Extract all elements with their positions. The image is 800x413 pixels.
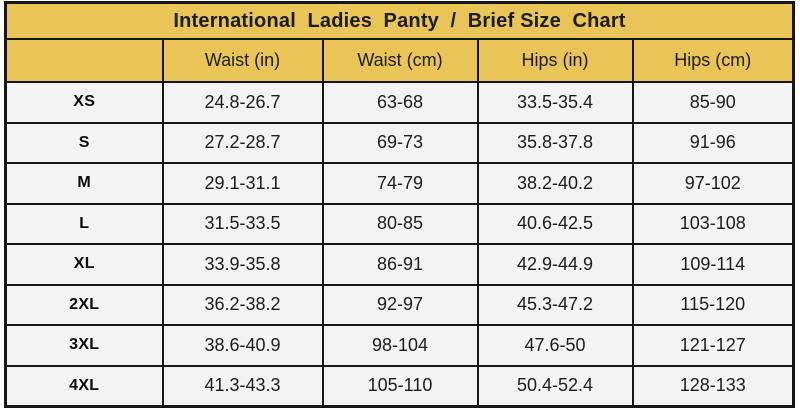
waist-cm-value: 63-68 (321, 81, 479, 124)
hips-in-value: 47.6-50 (476, 324, 634, 367)
size-label: XS (4, 81, 164, 124)
waist-cm-value: 98-104 (321, 324, 479, 367)
header-row: Waist (in) Waist (cm) Hips (in) Hips (cm… (4, 38, 795, 83)
hips-in-value: 35.8-37.8 (476, 121, 634, 164)
table-row-xs: XS 24.8-26.7 63-68 33.5-35.4 85-90 (4, 81, 795, 124)
size-label: S (4, 121, 164, 164)
size-label: L (4, 202, 164, 245)
waist-in-value: 29.1-31.1 (161, 162, 324, 205)
hips-in-value: 33.5-35.4 (476, 81, 634, 124)
table-row-3xl: 3XL 38.6-40.9 98-104 47.6-50 121-127 (4, 324, 795, 367)
size-label: 2XL (4, 283, 164, 326)
size-label: M (4, 162, 164, 205)
table-row-xl: XL 33.9-35.8 86-91 42.9-44.9 109-114 (4, 243, 795, 286)
waist-in-value: 41.3-43.3 (161, 364, 324, 408)
waist-in-value: 31.5-33.5 (161, 202, 324, 245)
hips-cm-value: 85-90 (631, 81, 795, 124)
table-row-l: L 31.5-33.5 80-85 40.6-42.5 103-108 (4, 202, 795, 245)
chart-title: International Ladies Panty / Brief Size … (4, 1, 795, 40)
waist-in-value: 33.9-35.8 (161, 243, 324, 286)
waist-cm-value: 74-79 (321, 162, 479, 205)
header-hips-cm: Hips (cm) (631, 38, 795, 83)
hips-cm-value: 103-108 (631, 202, 795, 245)
hips-cm-value: 91-96 (631, 121, 795, 164)
waist-cm-value: 105-110 (321, 364, 479, 408)
hips-cm-value: 121-127 (631, 324, 795, 367)
waist-in-value: 38.6-40.9 (161, 324, 324, 367)
waist-cm-value: 92-97 (321, 283, 479, 326)
size-label: XL (4, 243, 164, 286)
hips-in-value: 38.2-40.2 (476, 162, 634, 205)
hips-cm-value: 128-133 (631, 364, 795, 408)
table-row-m: M 29.1-31.1 74-79 38.2-40.2 97-102 (4, 162, 795, 205)
size-label: 3XL (4, 324, 164, 367)
hips-in-value: 50.4-52.4 (476, 364, 634, 408)
waist-in-value: 27.2-28.7 (161, 121, 324, 164)
waist-cm-value: 86-91 (321, 243, 479, 286)
hips-cm-value: 109-114 (631, 243, 795, 286)
size-label: 4XL (4, 364, 164, 408)
title-row: International Ladies Panty / Brief Size … (4, 1, 795, 40)
hips-cm-value: 115-120 (631, 283, 795, 326)
waist-in-value: 36.2-38.2 (161, 283, 324, 326)
waist-cm-value: 80-85 (321, 202, 479, 245)
hips-in-value: 45.3-47.2 (476, 283, 634, 326)
hips-in-value: 40.6-42.5 (476, 202, 634, 245)
header-hips-in: Hips (in) (476, 38, 634, 83)
table-row-4xl: 4XL 41.3-43.3 105-110 50.4-52.4 128-133 (4, 364, 795, 408)
waist-in-value: 24.8-26.7 (161, 81, 324, 124)
table-row-s: S 27.2-28.7 69-73 35.8-37.8 91-96 (4, 121, 795, 164)
size-chart-table: International Ladies Panty / Brief Size … (4, 1, 796, 408)
hips-in-value: 42.9-44.9 (476, 243, 634, 286)
size-chart: International Ladies Panty / Brief Size … (4, 1, 796, 408)
table-row-2xl: 2XL 36.2-38.2 92-97 45.3-47.2 115-120 (4, 283, 795, 326)
hips-cm-value: 97-102 (631, 162, 795, 205)
header-waist-cm: Waist (cm) (321, 38, 479, 83)
waist-cm-value: 69-73 (321, 121, 479, 164)
header-waist-in: Waist (in) (161, 38, 324, 83)
header-size (4, 38, 164, 83)
